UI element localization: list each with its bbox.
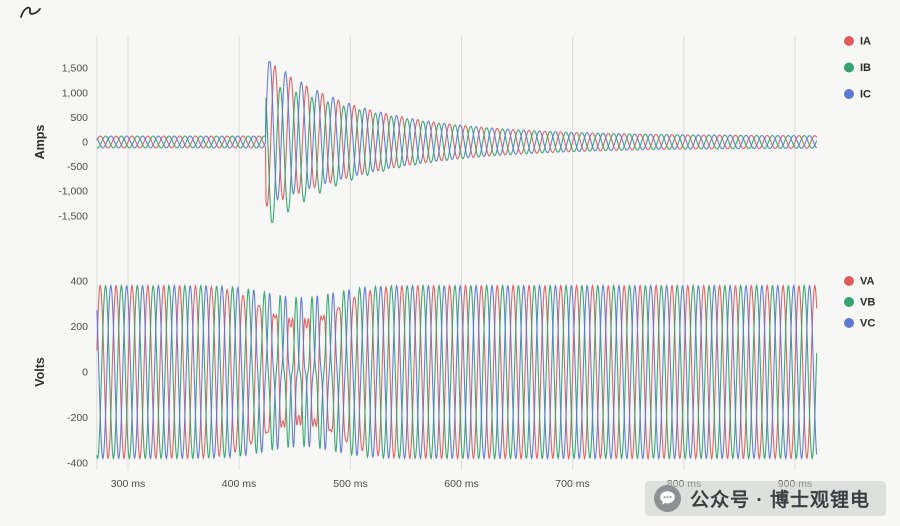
amps-y-tick-labels: 1,500 1,000 500 0 -500 -1,000 -1,500 (58, 63, 88, 223)
y-tick-label: 0 (82, 137, 88, 149)
y-tick-label: -1,500 (58, 211, 88, 223)
wechat-official-account-icon (654, 485, 682, 512)
legend-swatch-ic (844, 89, 854, 99)
volts-series-lines (96, 283, 818, 461)
legend-swatch-ib (844, 62, 854, 73)
y-tick-label: 200 (70, 321, 88, 333)
legend-swatch-va (844, 276, 854, 286)
watermark-text: 公众号 · 博士观锂电 (690, 490, 870, 511)
y-tick-label: 400 (70, 276, 88, 288)
legend-item-ic[interactable]: IC (844, 89, 871, 101)
amps-legend: IA IB IC (844, 36, 871, 101)
volts-y-tick-labels: 400 200 0 -200 -400 (67, 276, 88, 470)
y-tick-label: -500 (67, 161, 88, 173)
legend-item-ib[interactable]: IB (844, 62, 871, 74)
volts-legend: VA VB VC (844, 276, 875, 330)
waveform-ic (96, 61, 818, 202)
legend-item-vb[interactable]: VB (844, 297, 875, 309)
legend-swatch-ia (844, 36, 854, 46)
waveform-vc (96, 283, 818, 461)
y-tick-label: 1,500 (62, 63, 88, 75)
amps-series-lines (96, 61, 818, 223)
legend-swatch-vc (844, 318, 854, 328)
y-tick-label: 500 (70, 112, 88, 124)
x-tick-label: 300 ms (111, 478, 145, 490)
legend-label-ic: IC (860, 89, 871, 101)
watermark-badge: 公众号 · 博士观锂电 (645, 481, 886, 516)
legend-swatch-vb (844, 297, 854, 307)
legend-item-ia[interactable]: IA (844, 36, 871, 48)
y-tick-label: 1,000 (62, 88, 88, 100)
waveform-vb (96, 283, 818, 461)
y-axis-label-amps: Amps (33, 125, 47, 160)
x-tick-label: 700 ms (555, 478, 589, 490)
x-tick-label: 400 ms (222, 478, 256, 490)
y-tick-label: -400 (67, 458, 88, 470)
y-tick-label: -1,000 (58, 186, 88, 198)
waveform-ib (96, 86, 818, 223)
legend-label-ia: IA (860, 36, 871, 48)
corner-scribble (20, 6, 41, 18)
y-axis-label-volts: Volts (33, 357, 47, 387)
legend-label-ib: IB (860, 62, 871, 74)
legend-label-vc: VC (860, 318, 875, 330)
y-tick-label: -200 (67, 412, 88, 424)
y-tick-label: 0 (82, 367, 88, 379)
x-tick-label: 600 ms (444, 478, 478, 490)
legend-item-va[interactable]: VA (844, 276, 875, 288)
x-tick-label: 500 ms (333, 478, 367, 490)
legend-item-vc[interactable]: VC (844, 318, 875, 330)
legend-label-vb: VB (860, 297, 875, 309)
legend-label-va: VA (860, 276, 875, 288)
